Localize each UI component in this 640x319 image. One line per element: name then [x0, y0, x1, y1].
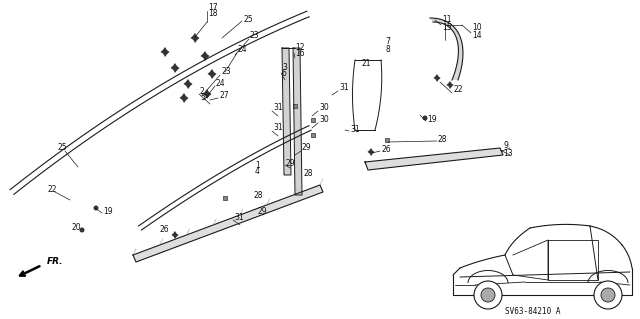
Text: 30: 30	[319, 115, 329, 123]
Text: 31: 31	[350, 124, 360, 133]
Text: 31: 31	[273, 122, 283, 131]
Text: 25: 25	[58, 144, 68, 152]
Polygon shape	[433, 74, 440, 82]
Text: 16: 16	[295, 49, 305, 58]
Text: 5: 5	[200, 93, 205, 101]
Polygon shape	[282, 48, 291, 175]
Bar	[223, 196, 227, 200]
Text: 31: 31	[234, 213, 244, 222]
Text: 1: 1	[255, 160, 260, 169]
Text: SV63-84210 A: SV63-84210 A	[505, 307, 561, 315]
Polygon shape	[172, 231, 179, 239]
Circle shape	[481, 288, 495, 302]
Text: 25: 25	[243, 14, 253, 24]
Text: 24: 24	[238, 46, 248, 55]
Text: 14: 14	[472, 31, 482, 40]
Bar	[385, 138, 389, 142]
Text: 31: 31	[273, 103, 283, 113]
Polygon shape	[430, 18, 463, 80]
Polygon shape	[191, 33, 200, 43]
Text: 6: 6	[282, 70, 287, 78]
Polygon shape	[207, 69, 216, 79]
Circle shape	[474, 281, 502, 309]
Polygon shape	[293, 48, 302, 195]
Text: 30: 30	[319, 102, 329, 112]
Text: 29: 29	[302, 144, 312, 152]
Text: 31: 31	[339, 84, 349, 93]
Bar	[311, 118, 315, 122]
Text: 19: 19	[427, 115, 436, 123]
Text: 7: 7	[385, 38, 390, 47]
Circle shape	[422, 115, 428, 121]
Text: 4: 4	[255, 167, 260, 176]
Text: 23: 23	[250, 32, 260, 41]
Polygon shape	[161, 47, 170, 57]
Text: 26: 26	[160, 226, 170, 234]
Polygon shape	[170, 63, 179, 73]
Polygon shape	[184, 79, 193, 89]
Text: 28: 28	[303, 168, 312, 177]
Text: FR.: FR.	[47, 257, 63, 266]
Circle shape	[93, 205, 99, 211]
Circle shape	[79, 227, 84, 233]
Text: 8: 8	[385, 44, 390, 54]
Text: 13: 13	[503, 149, 513, 158]
Text: 3: 3	[282, 63, 287, 71]
Text: 24: 24	[216, 78, 226, 87]
Text: 22: 22	[453, 85, 463, 94]
Text: 29: 29	[258, 207, 268, 217]
Text: 15: 15	[442, 23, 452, 32]
Text: 21: 21	[361, 58, 371, 68]
Text: 26: 26	[381, 145, 390, 153]
Text: 12: 12	[295, 42, 305, 51]
Bar	[311, 133, 315, 137]
Polygon shape	[365, 148, 503, 170]
Text: 29: 29	[286, 159, 296, 167]
Polygon shape	[179, 93, 189, 103]
Text: 28: 28	[253, 191, 262, 201]
Text: 22: 22	[48, 184, 58, 194]
Text: 18: 18	[208, 10, 218, 19]
Polygon shape	[202, 89, 211, 99]
Text: 17: 17	[208, 4, 218, 12]
Text: 9: 9	[503, 142, 508, 151]
Text: 2: 2	[200, 86, 205, 95]
Circle shape	[601, 288, 615, 302]
Circle shape	[594, 281, 622, 309]
Bar	[293, 104, 297, 108]
Polygon shape	[447, 81, 454, 89]
Text: 10: 10	[472, 24, 482, 33]
Polygon shape	[367, 148, 374, 156]
Polygon shape	[200, 51, 209, 61]
Text: 20: 20	[72, 224, 82, 233]
Text: 28: 28	[438, 135, 447, 144]
Text: 23: 23	[221, 66, 230, 76]
Text: 19: 19	[103, 207, 113, 217]
Text: 11: 11	[442, 16, 451, 25]
Polygon shape	[133, 185, 323, 262]
Text: 27: 27	[219, 92, 228, 100]
